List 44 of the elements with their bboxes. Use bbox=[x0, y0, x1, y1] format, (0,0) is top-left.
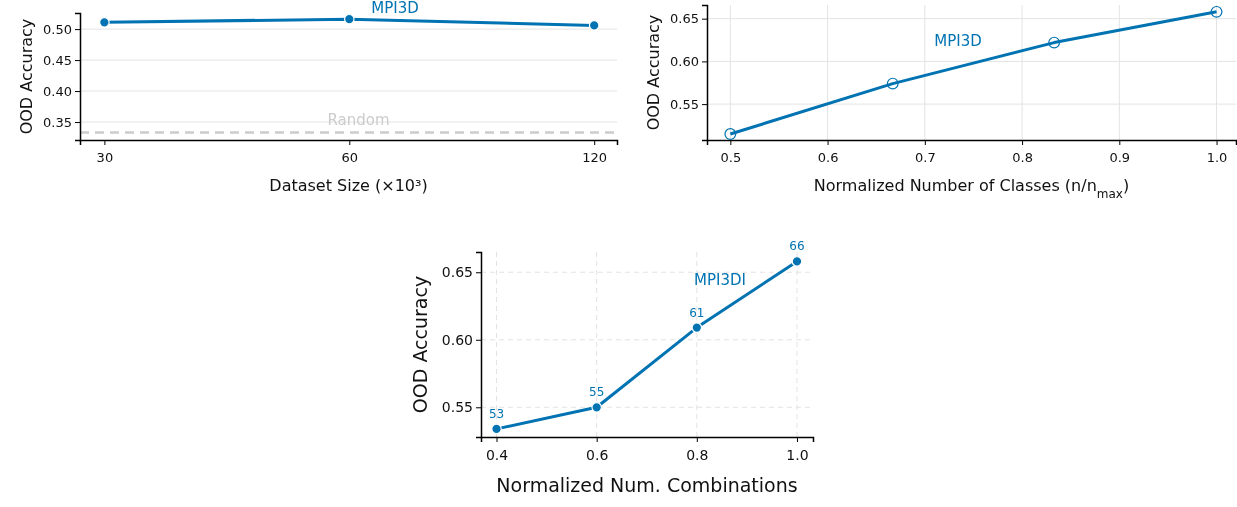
series-label: MPI3DI bbox=[694, 271, 746, 289]
x-tick-label: 30 bbox=[96, 150, 114, 166]
y-tick-label: 0.40 bbox=[43, 83, 72, 99]
y-tick-label: 0.50 bbox=[43, 21, 72, 37]
x-tick-label: 0.9 bbox=[1109, 150, 1131, 166]
x-tick-label: 0.7 bbox=[914, 150, 936, 166]
point bbox=[886, 77, 899, 90]
point bbox=[724, 128, 737, 140]
y-tick-label: 0.55 bbox=[670, 96, 699, 112]
series-label: MPI3D bbox=[934, 32, 982, 50]
annotation: 55 bbox=[589, 385, 605, 400]
y-tick-label: 0.60 bbox=[670, 54, 699, 70]
x-tick-label: 0.8 bbox=[1012, 150, 1033, 166]
x-tick-label: 0.6 bbox=[817, 150, 839, 166]
x-tick-label: 1.0 bbox=[786, 447, 809, 464]
x-tick-label: 120 bbox=[582, 150, 608, 166]
x-axis-title: Normalized Num. Combinations bbox=[496, 474, 798, 496]
y-tick-label: 0.65 bbox=[441, 264, 473, 281]
x-tick-label: 1.0 bbox=[1206, 150, 1228, 166]
point bbox=[1210, 5, 1223, 18]
point bbox=[691, 322, 703, 333]
point bbox=[791, 256, 803, 267]
y-tick-label: 0.45 bbox=[43, 52, 72, 68]
x-tick-label: 0.8 bbox=[686, 447, 709, 464]
annotation: 61 bbox=[689, 305, 705, 320]
y-tick-label: 0.65 bbox=[670, 11, 699, 27]
annotation: 53 bbox=[488, 406, 505, 421]
y-axis-title: OOD Accuracy bbox=[17, 18, 36, 135]
series-label: MPI3D bbox=[371, 0, 419, 17]
y-tick-label: 0.60 bbox=[441, 331, 473, 348]
x-tick-label: 0.5 bbox=[720, 150, 742, 166]
y-tick-label: 0.35 bbox=[43, 114, 72, 130]
point bbox=[1048, 36, 1061, 49]
x-axis-title: Normalized Number of Classes (n/n$_{max}$) bbox=[813, 176, 1130, 201]
x-tick-label: 60 bbox=[341, 150, 359, 166]
x-tick-label: 0.6 bbox=[586, 447, 609, 464]
point bbox=[491, 423, 502, 435]
annotation: 66 bbox=[789, 239, 805, 254]
x-axis-title: Dataset Size (×10³) bbox=[269, 176, 428, 195]
y-axis-title: OOD Accuracy bbox=[644, 14, 663, 131]
y-axis-title: OOD Accuracy bbox=[409, 275, 431, 414]
x-tick-label: 0.4 bbox=[485, 447, 509, 464]
point bbox=[591, 401, 602, 413]
y-tick-label: 0.55 bbox=[441, 399, 473, 416]
